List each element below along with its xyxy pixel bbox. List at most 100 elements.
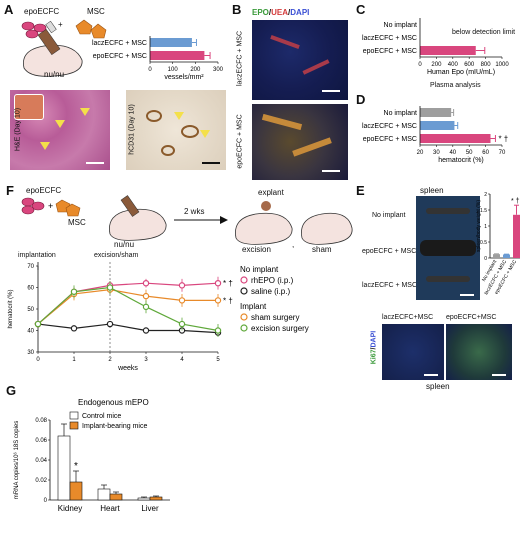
panel-label-g: G: [6, 383, 17, 398]
bar-category-label: No implant: [384, 110, 418, 117]
ki67-micrograph-lacz: [382, 324, 444, 380]
stain-dapi: DAPI: [370, 330, 378, 348]
vessel-arrowhead: [174, 112, 184, 120]
vessel-arrowhead: [55, 120, 65, 128]
row-label-epo: epoECFC + MSC: [236, 114, 244, 169]
data-point: [214, 327, 222, 334]
ki67-micrograph-epo: [446, 324, 512, 380]
mouse-strain-label-a: nu/nu: [44, 70, 65, 79]
x-tick-label: 40: [449, 150, 456, 156]
bar-category-label: epoECFC + MSC: [93, 53, 147, 60]
x-tick-label: 4: [180, 357, 184, 363]
y-tick-label: 0.06: [35, 438, 47, 444]
bar: [137, 497, 151, 501]
spleen-row-label: No implant: [372, 212, 406, 219]
detection-limit-note: below detection limit: [452, 29, 516, 36]
bar: [97, 488, 111, 501]
spleen-bottom-label: spleen: [426, 382, 450, 391]
hcd31-micrograph: [126, 90, 226, 170]
vessel-epo-positive: [261, 113, 303, 131]
plasma-epo-chart: No implant laczECFC + MSC epoECFC + MSC 0 20…: [362, 18, 509, 76]
cell-label-msc-f: MSC: [68, 218, 86, 227]
scale-bar: [202, 162, 220, 164]
x-category-label: Liver: [141, 504, 159, 513]
bar: [420, 134, 491, 143]
svg-text:+: +: [48, 201, 53, 211]
x-category-label: Kidney: [58, 504, 82, 513]
x-tick-label: 0: [418, 62, 422, 68]
vessel-lumen: [146, 110, 162, 122]
significance-marker: * †: [511, 198, 520, 205]
data-point: [214, 297, 222, 304]
bar: [150, 51, 205, 60]
bar-category-label: laczECFC + MSC: [362, 123, 417, 130]
x-category-label: Heart: [100, 504, 120, 513]
x-tick-label: 800: [481, 62, 492, 68]
data-point: [178, 282, 186, 289]
x-tick-label: 100: [168, 67, 179, 73]
panel-label-f: F: [6, 183, 14, 198]
x-tick-label: 2: [108, 357, 112, 363]
data-point: [178, 297, 186, 304]
data-point: [142, 280, 150, 287]
data-point: [142, 303, 150, 311]
data-point: [178, 320, 186, 328]
x-tick-label: 300: [213, 67, 224, 73]
vessel-arrowhead: [40, 142, 50, 150]
explant-inset: [14, 94, 44, 120]
bar: [149, 496, 163, 501]
panel-label-d: D: [356, 92, 366, 107]
bar: [493, 254, 500, 258]
scale-bar: [322, 90, 340, 92]
stain-ki67: Ki67: [370, 349, 378, 365]
series-line: [37, 289, 218, 325]
data-point: [106, 320, 114, 328]
bar-category-label: epoECFC + MSC: [363, 136, 417, 143]
x-tick-label: 3: [144, 357, 148, 363]
duration-label: 2 wks: [184, 207, 205, 216]
vessel-epo-positive: [292, 137, 332, 157]
comma-sep: ,: [292, 240, 295, 249]
bar: [420, 121, 455, 130]
x-tick-label: 70: [499, 150, 506, 156]
legend-marker: [240, 324, 248, 332]
bar: [57, 435, 71, 501]
y-tick-label: 2: [484, 192, 487, 198]
y-axis-label: spleen/body weight (%): [476, 200, 482, 252]
y-tick-label: 1: [484, 224, 487, 230]
bar: [513, 214, 520, 258]
mouse-strain-label-f: nu/nu: [114, 240, 135, 249]
panel-label-c: C: [356, 2, 366, 17]
y-tick-label: 50: [27, 307, 34, 313]
significance-marker: * †: [223, 279, 233, 288]
bar-category-label: laczECFC + MSC: [362, 35, 417, 42]
stain-sep: /: [268, 8, 272, 17]
scale-bar: [86, 162, 104, 164]
x-axis-label: hematocrit (%): [438, 157, 484, 164]
series-line: [37, 323, 219, 334]
bar: [109, 493, 123, 501]
bar: [503, 254, 510, 258]
spleen-title: spleen: [420, 186, 444, 195]
vessel-arrowhead: [200, 130, 210, 138]
y-tick-label: 0.5: [480, 240, 487, 246]
cell-label-epoecfc-f: epoECFC: [26, 186, 62, 195]
x-tick-label: 600: [464, 62, 475, 68]
bar-category-label: epoECFC + MSC: [363, 48, 417, 55]
spleen-row-label: epoECFC + MSC: [362, 248, 417, 255]
x-axis-label: weeks: [117, 365, 138, 372]
implantation-label: implantation: [18, 252, 56, 259]
y-axis-label: mRNA copies/10⁶ 18S copies: [13, 421, 20, 500]
spleen-specimen: [426, 208, 470, 214]
legend-marker: [240, 313, 248, 321]
legend-label: saline (i.p.): [251, 287, 290, 296]
stain-sep: /: [288, 8, 291, 17]
scale-bar: [322, 170, 340, 172]
y-tick-label: 40: [27, 329, 34, 335]
x-tick-label: 20: [417, 150, 424, 156]
y-tick-label: 0.02: [35, 478, 47, 484]
vessel-arrowhead: [80, 108, 90, 116]
bar-category-label: No implant: [384, 22, 418, 29]
stain-sep: /: [370, 347, 378, 350]
